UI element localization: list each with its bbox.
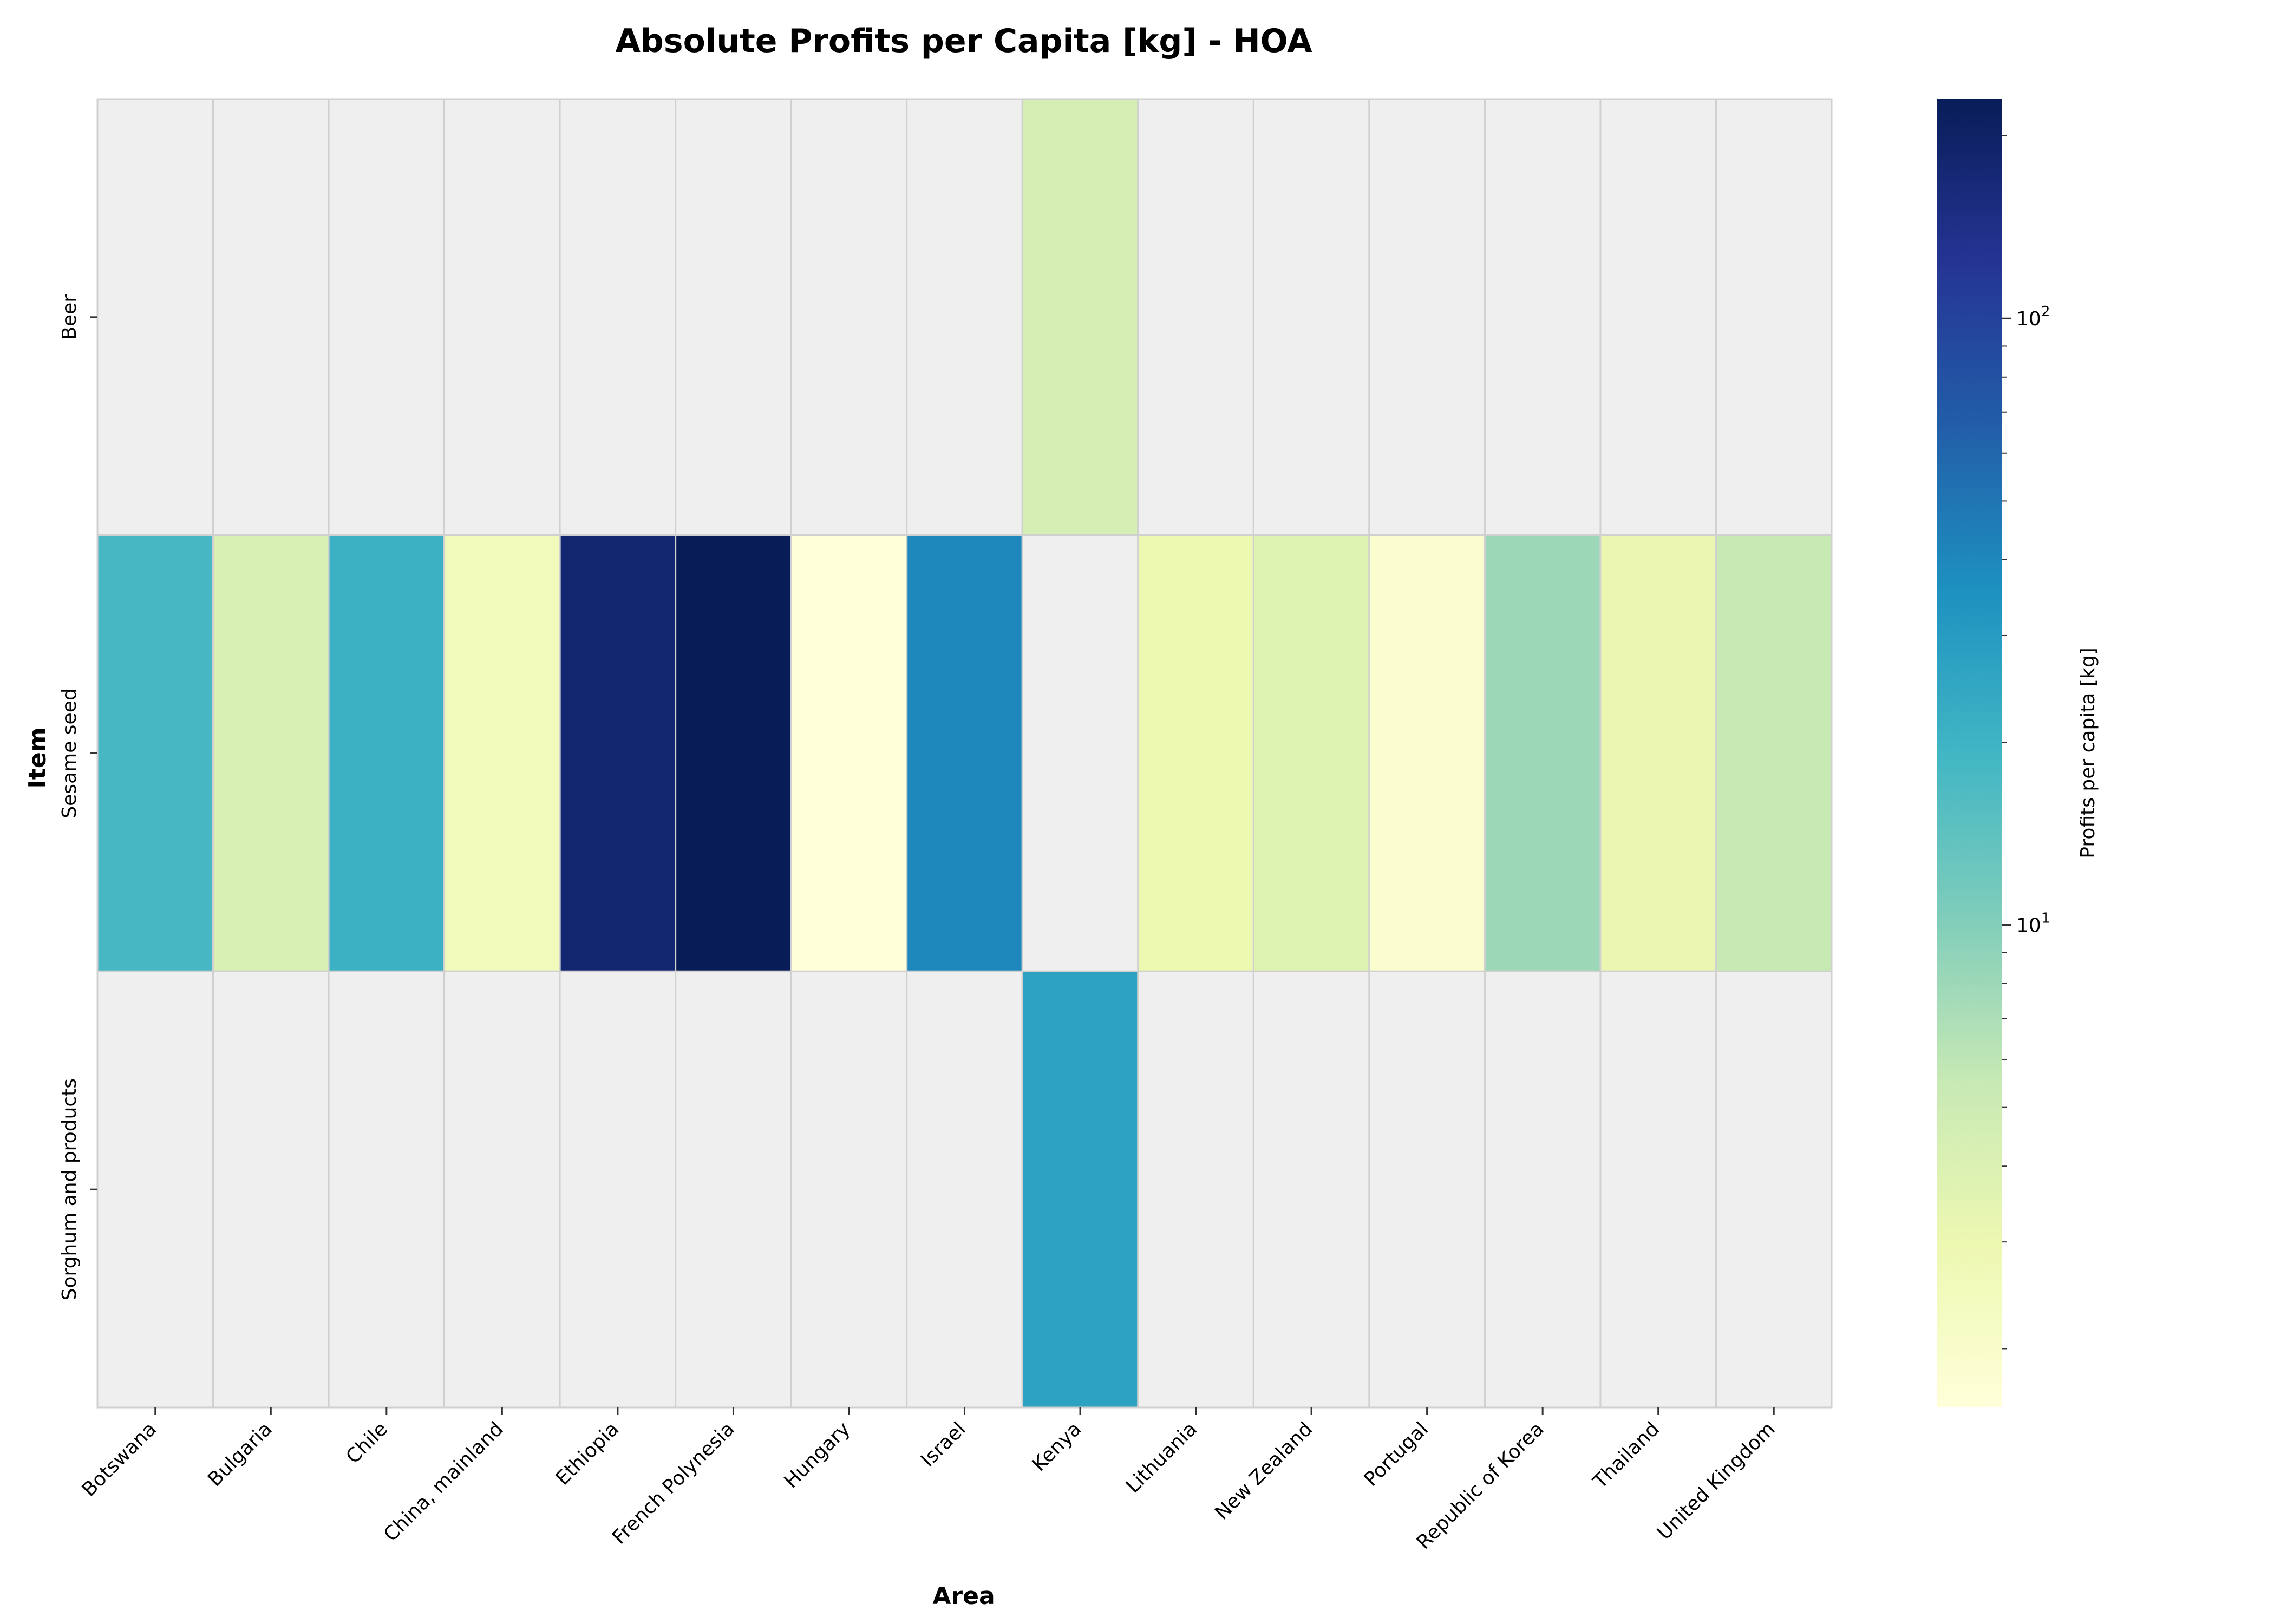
heatmap-cell xyxy=(675,98,792,536)
heatmap-cell xyxy=(1599,970,1717,1409)
heatmap-cell xyxy=(1599,98,1717,536)
heatmap-cell xyxy=(790,970,908,1409)
heatmap-cell xyxy=(328,970,446,1409)
chart-title: Absolute Profits per Capita [kg] - HOA xyxy=(615,22,1312,60)
heatmap-cell xyxy=(443,534,561,972)
colorbar-tick-label: 101 xyxy=(2016,910,2050,937)
x-tick-label: Bulgaria xyxy=(204,1418,277,1491)
colorbar-ticks: 101 102 xyxy=(2002,135,2050,1350)
x-tick-label: Lithuania xyxy=(1122,1418,1201,1497)
colorbar-tick-exponent: 2 xyxy=(2041,304,2050,320)
heatmap-cell xyxy=(443,98,561,536)
x-tick-label: Kenya xyxy=(1028,1418,1086,1476)
heatmap-cell xyxy=(906,534,1023,972)
x-tick-label: French Polynesia xyxy=(608,1418,739,1549)
x-tick-label: Hungary xyxy=(780,1418,855,1492)
x-tick-label: China, mainland xyxy=(380,1418,507,1546)
heatmap-cell xyxy=(675,534,792,972)
y-tick-label: Beer xyxy=(58,294,81,340)
y-axis-ticks: Beer Sesame seed Sorghum and products xyxy=(58,294,97,1300)
x-tick-label: New Zealand xyxy=(1211,1418,1317,1524)
heatmap-cell xyxy=(1137,534,1254,972)
colorbar-gradient xyxy=(1937,99,2002,1407)
colorbar-tick-label: 102 xyxy=(2016,304,2050,330)
colorbar-label: Profits per capita [kg] xyxy=(2077,647,2099,858)
heatmap-cell xyxy=(1715,534,1833,972)
heatmap-cell xyxy=(1252,534,1370,972)
heatmap-cell xyxy=(1368,970,1486,1409)
heatmap-cell xyxy=(1368,534,1486,972)
heatmap-cell xyxy=(675,970,792,1409)
heatmap-cell xyxy=(212,98,330,536)
x-tick-label: Chile xyxy=(342,1418,392,1468)
heatmap-cell xyxy=(906,98,1023,536)
heatmap-cell xyxy=(1252,98,1370,536)
x-tick-label: Thailand xyxy=(1589,1418,1664,1493)
x-tick-label: Republic of Korea xyxy=(1413,1418,1548,1554)
heatmap-cell xyxy=(212,970,330,1409)
y-axis-label: Item xyxy=(24,727,51,788)
x-tick-label: Botswana xyxy=(78,1418,161,1501)
heatmap-cell xyxy=(96,98,214,536)
heatmap-cell xyxy=(559,534,677,972)
heatmap-cell xyxy=(1715,98,1833,536)
heatmap-cell xyxy=(790,534,908,972)
y-tick-label: Sorghum and products xyxy=(58,1078,81,1300)
heatmap-cell xyxy=(96,970,214,1409)
heatmap-cell xyxy=(1368,98,1486,536)
x-tick-label: Ethiopia xyxy=(552,1418,624,1490)
heatmap-cell xyxy=(1715,970,1833,1409)
heatmap-cell xyxy=(1021,534,1139,972)
heatmap-cell xyxy=(328,98,446,536)
x-tick-label: United Kingdom xyxy=(1653,1418,1779,1544)
heatmap-cell xyxy=(1484,970,1602,1409)
heatmap-cell xyxy=(1252,970,1370,1409)
heatmap-cell xyxy=(790,98,908,536)
x-tick-label: Israel xyxy=(917,1418,970,1471)
heatmap-cell xyxy=(1599,534,1717,972)
heatmap-cell xyxy=(1484,98,1602,536)
heatmap-cell xyxy=(1137,970,1254,1409)
heatmap-cell xyxy=(443,970,561,1409)
heatmap-cell xyxy=(559,98,677,536)
heatmap-cell xyxy=(906,970,1023,1409)
heatmap-cell xyxy=(1021,970,1139,1409)
heatmap-cell xyxy=(96,534,214,972)
heatmap-cell xyxy=(1137,98,1254,536)
x-axis-label: Area xyxy=(932,1582,995,1610)
heatmap-cells xyxy=(96,98,1833,1409)
colorbar-tick-exponent: 1 xyxy=(2041,910,2050,926)
y-tick-label: Sesame seed xyxy=(58,688,81,818)
heatmap-cell xyxy=(559,970,677,1409)
heatmap-cell xyxy=(328,534,446,972)
heatmap-cell xyxy=(212,534,330,972)
heatmap-cell xyxy=(1484,534,1602,972)
x-tick-label: Portugal xyxy=(1360,1418,1433,1490)
heatmap-cell xyxy=(1021,98,1139,536)
colorbar: 101 102 xyxy=(1937,99,2050,1407)
